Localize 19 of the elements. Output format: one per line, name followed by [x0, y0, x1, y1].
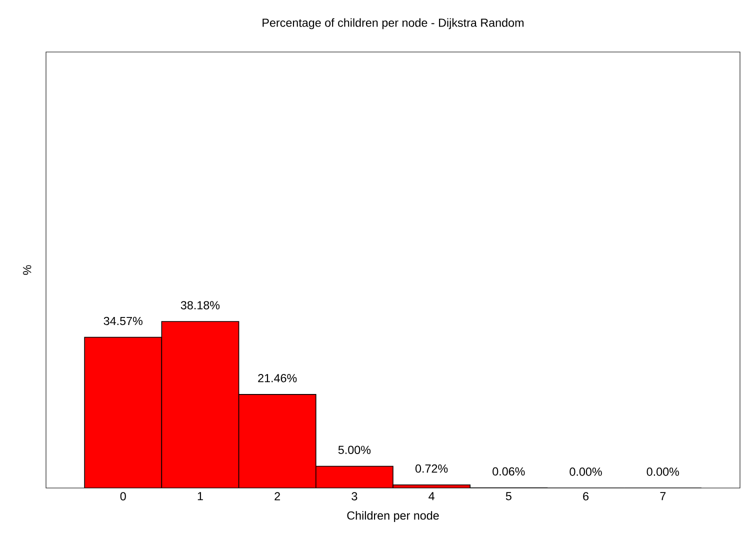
x-tick-label: 5 [506, 492, 512, 500]
x-tick-label: 6 [583, 492, 589, 500]
x-tick-label: 2 [274, 492, 280, 500]
x-tick-label: 0 [120, 492, 126, 500]
data-label: 0.06% [492, 467, 525, 476]
data-label: 0.00% [570, 468, 602, 476]
data-label: 21.46% [258, 374, 297, 382]
x-tick-label: 3 [352, 492, 358, 500]
x-axis-title: Children per node [347, 511, 439, 522]
data-label: 0.00% [646, 468, 679, 476]
data-label: 34.57% [104, 316, 142, 326]
chart-title: Percentage of children per node - Dijkstra Random [262, 18, 524, 30]
data-label: 0.72% [415, 464, 448, 473]
data-label: 5.00% [338, 446, 371, 454]
x-tick-label: 1 [198, 492, 203, 500]
y-axis-title: % [23, 265, 32, 275]
x-tick-label: 4 [428, 492, 434, 500]
data-label: 38.18% [180, 301, 220, 310]
x-tick-label: 7 [660, 492, 666, 500]
